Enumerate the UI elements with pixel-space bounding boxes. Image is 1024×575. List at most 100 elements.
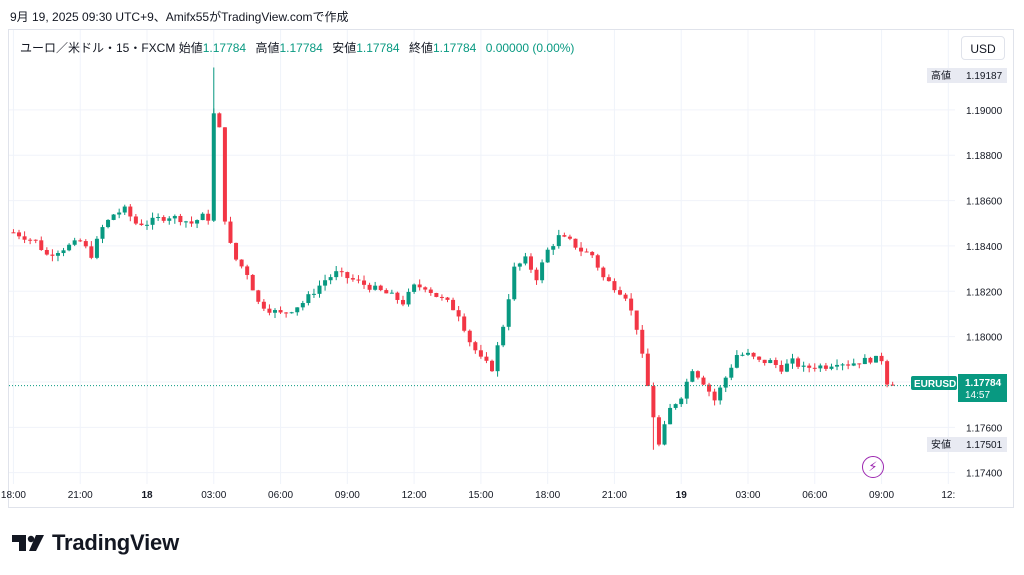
candle-body	[267, 308, 272, 313]
candle-body	[784, 363, 789, 372]
legend-close-label: 終値	[408, 41, 433, 55]
candle-body	[11, 232, 16, 234]
price-badge-value: 1.17784	[965, 378, 1002, 389]
candle-body	[78, 240, 83, 242]
candle-body	[289, 312, 294, 314]
candle-body	[17, 232, 22, 237]
candle-body	[612, 281, 617, 291]
legend-change: 0.00000 (0.00%)	[485, 41, 575, 55]
candle-body	[495, 345, 500, 372]
high-marker-label: 高値	[931, 69, 951, 82]
candle-body	[22, 236, 27, 240]
candle-body	[823, 365, 828, 369]
candle-body	[94, 238, 99, 258]
legend-symbol: ユーロ／米ドル・15・FXCM	[20, 41, 176, 55]
candle-body	[835, 364, 840, 367]
candle-body	[718, 387, 723, 401]
price-markers: 高値 1.19187 安値 1.17501 EURUSD 1.17784 14:…	[911, 68, 1007, 452]
candle-body	[601, 267, 606, 278]
candle-body	[684, 381, 689, 399]
candle-body	[50, 254, 55, 256]
candle-body	[33, 239, 38, 241]
candle-body	[423, 287, 428, 290]
candle-body	[501, 326, 506, 346]
candle-body	[211, 113, 216, 221]
candle-body	[807, 365, 812, 368]
x-tick-label: 12:	[941, 490, 955, 501]
candle-body	[512, 266, 517, 300]
candle-body	[339, 271, 344, 273]
x-tick-label: 21:00	[68, 490, 93, 501]
candle-body	[451, 299, 456, 311]
candle-body	[528, 256, 533, 270]
candle-body	[656, 417, 661, 445]
candle-body	[851, 363, 856, 366]
candle-body	[618, 290, 623, 295]
candle-body	[217, 113, 222, 128]
currency-button[interactable]: USD	[961, 36, 1005, 60]
x-tick-label: 18:00	[535, 490, 560, 501]
candle-body	[222, 127, 227, 222]
candle-body	[567, 236, 572, 239]
candle-body	[623, 294, 628, 299]
candle-body	[412, 284, 417, 292]
legend-open: 1.17784	[202, 41, 247, 55]
lightning-icon[interactable]: ⚡	[862, 456, 884, 478]
candle-body	[334, 271, 339, 278]
candle-body	[83, 241, 88, 247]
candle-body	[545, 249, 550, 263]
time-axis: 18:00 21:00 18 03:00 06:00 09:00 12:00 15:00 18:…	[1, 490, 955, 501]
chart-grid	[9, 30, 955, 484]
x-tick-label: 19	[676, 490, 688, 501]
y-tick-label: 1.18800	[966, 151, 1003, 162]
candle-body	[350, 278, 355, 280]
candle-body	[261, 301, 266, 309]
candle-body	[228, 221, 233, 243]
x-tick-label: 18:00	[1, 490, 26, 501]
high-marker-value: 1.19187	[966, 71, 1003, 82]
candle-body	[640, 329, 645, 354]
candle-body	[523, 256, 528, 264]
candle-body	[89, 246, 94, 258]
candle-body	[868, 357, 873, 363]
x-tick-label: 21:00	[602, 490, 627, 501]
candle-body	[445, 297, 450, 300]
candle-body	[634, 310, 639, 330]
candle-body	[239, 259, 244, 267]
candle-body	[629, 298, 634, 311]
candle-body	[395, 292, 400, 300]
candle-body	[150, 217, 155, 225]
candle-body	[384, 290, 389, 294]
candle-body	[551, 246, 556, 250]
candle-body	[779, 364, 784, 372]
candle-body	[768, 360, 773, 364]
candle-body	[579, 247, 584, 252]
candle-body	[284, 312, 289, 314]
x-tick-label: 06:00	[268, 490, 293, 501]
candle-body	[801, 365, 806, 367]
candle-body	[389, 292, 394, 294]
legend-high-label: 高値	[255, 41, 280, 55]
high-marker-bg	[927, 68, 1007, 83]
candle-body	[812, 367, 817, 369]
candle-body	[156, 217, 161, 219]
legend-close: 1.17784	[432, 41, 477, 55]
candle-body	[668, 407, 673, 425]
candle-body	[857, 363, 862, 365]
candle-body	[44, 249, 49, 255]
legend-open-label: 始値	[178, 41, 203, 55]
candle-body	[745, 352, 750, 355]
legend-low: 1.17784	[356, 41, 400, 55]
y-tick-label: 1.18400	[966, 242, 1003, 253]
candle-body	[590, 251, 595, 256]
x-tick-label: 12:00	[402, 490, 427, 501]
candle-body	[111, 214, 116, 220]
candle-body	[356, 279, 361, 281]
price-badge-countdown: 14:57	[965, 390, 990, 401]
candle-body	[840, 364, 845, 366]
ohlc-legend: ユーロ／米ドル・15・FXCM 始値1.17784 高値1.17784 安値1.…	[20, 39, 580, 56]
candle-body	[467, 330, 472, 343]
candle-body	[773, 360, 778, 365]
candle-body	[406, 291, 411, 305]
